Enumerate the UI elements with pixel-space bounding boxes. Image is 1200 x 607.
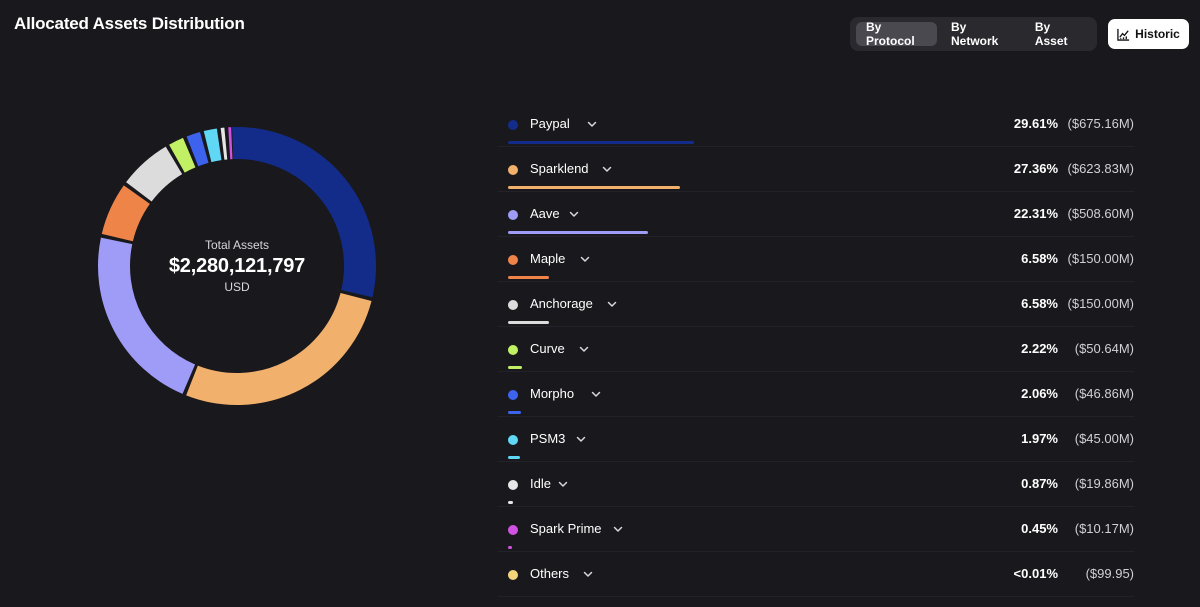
donut-slice-morpho[interactable] <box>186 132 209 167</box>
legend-dot-icon <box>508 435 518 445</box>
legend-item-name: PSM3 <box>530 431 566 446</box>
historic-label: Historic <box>1135 27 1180 41</box>
legend-share-bar <box>508 231 648 234</box>
legend-share-bar <box>508 366 522 369</box>
legend-item-name: Others <box>530 566 570 581</box>
legend-share-bar <box>508 501 513 504</box>
legend-share-bar <box>508 546 512 549</box>
legend-item[interactable]: Others <0.01% ($99.95) <box>498 552 1134 597</box>
legend-item-name: Sparklend <box>530 161 589 176</box>
legend-item-percent: 22.31% <box>1013 206 1058 221</box>
legend-item-name: Paypal <box>530 116 570 131</box>
legend-item-amount: ($50.64M) <box>1074 341 1134 356</box>
donut-center: Total Assets $2,280,121,797 USD <box>93 122 381 410</box>
chevron-down-icon[interactable] <box>606 298 618 310</box>
total-assets-unit: USD <box>224 280 250 294</box>
legend-item[interactable]: Maple 6.58% ($150.00M) <box>498 237 1134 282</box>
tab-by-protocol[interactable]: By Protocol <box>856 20 938 48</box>
legend-dot-icon <box>508 165 518 175</box>
legend-dot-icon <box>508 390 518 400</box>
legend-item-percent: 0.87% <box>1021 476 1058 491</box>
legend-item-percent: 6.58% <box>1021 296 1058 311</box>
donut-slice-paypal[interactable] <box>232 127 376 298</box>
tab-by-network[interactable]: By Network <box>951 20 999 48</box>
legend-share-bar <box>508 456 520 459</box>
chevron-down-icon[interactable] <box>579 253 591 265</box>
donut-chart <box>93 122 381 410</box>
chevron-down-icon[interactable] <box>586 118 598 130</box>
legend-dot-icon <box>508 120 518 130</box>
legend-dot-icon <box>508 300 518 310</box>
view-toggle-group: By Protocol By Network By Asset <box>850 17 1097 51</box>
chevron-down-icon[interactable] <box>568 208 580 220</box>
legend-dot-icon <box>508 525 518 535</box>
chevron-down-icon[interactable] <box>557 478 569 490</box>
legend-item[interactable]: Morpho 2.06% ($46.86M) <box>498 372 1134 417</box>
historic-button[interactable]: Historic <box>1108 19 1189 49</box>
donut-slice-aave[interactable] <box>98 237 196 394</box>
legend-dot-icon <box>508 210 518 220</box>
total-assets-value: $2,280,121,797 <box>168 255 306 277</box>
legend-item[interactable]: Spark Prime 0.45% ($10.17M) <box>498 507 1134 552</box>
page-title: Allocated Assets Distribution <box>14 14 245 33</box>
legend-share-bar <box>508 141 694 144</box>
legend-dot-icon <box>508 480 518 490</box>
legend-item[interactable]: Anchorage 6.58% ($150.00M) <box>498 282 1134 327</box>
legend-item-name: Maple <box>530 251 566 266</box>
chevron-down-icon[interactable] <box>590 388 602 400</box>
legend-item-amount: ($150.00M) <box>1067 296 1134 311</box>
legend-item-percent: 2.22% <box>1021 341 1058 356</box>
legend-item-name: Spark Prime <box>530 521 602 536</box>
total-assets-label: Total Assets <box>204 238 270 252</box>
legend-share-bar <box>508 276 549 279</box>
chevron-down-icon[interactable] <box>601 163 613 175</box>
donut-slice-curve[interactable] <box>169 137 196 173</box>
legend-item-amount: ($150.00M) <box>1067 251 1134 266</box>
legend-item-amount: ($19.86M) <box>1074 476 1134 491</box>
donut-slice-psm3[interactable] <box>203 128 222 163</box>
legend-item[interactable]: Idle 0.87% ($19.86M) <box>498 462 1134 507</box>
legend-item-name: Morpho <box>530 386 575 401</box>
legend-share-bar <box>508 321 549 324</box>
legend-item-amount: ($623.83M) <box>1067 161 1134 176</box>
legend-item[interactable]: Paypal 29.61% ($675.16M) <box>498 102 1134 147</box>
legend-item-name: Aave <box>530 206 560 221</box>
legend-dot-icon <box>508 255 518 265</box>
legend-item[interactable]: Curve 2.22% ($50.64M) <box>498 327 1134 372</box>
tab-by-asset[interactable]: By Asset <box>1034 20 1068 48</box>
legend-item-name: Curve <box>530 341 565 356</box>
legend-item-name: Idle <box>530 476 551 491</box>
legend-share-bar <box>508 411 521 414</box>
legend-item-percent: 2.06% <box>1021 386 1058 401</box>
donut-slice-anchorage[interactable] <box>126 146 183 202</box>
chevron-down-icon[interactable] <box>612 523 624 535</box>
legend-share-bar <box>508 186 680 189</box>
legend-dot-icon <box>508 345 518 355</box>
donut-slice-maple[interactable] <box>101 185 151 242</box>
legend-item[interactable]: Aave 22.31% ($508.60M) <box>498 192 1134 237</box>
donut-slice-sparklend[interactable] <box>186 292 372 405</box>
chevron-down-icon[interactable] <box>582 568 594 580</box>
legend-list: Paypal 29.61% ($675.16M) Sparklend 27.36% ($6… <box>498 102 1134 597</box>
legend-item-name: Anchorage <box>530 296 593 311</box>
legend-item-amount: ($508.60M) <box>1067 206 1134 221</box>
legend-item-percent: 0.45% <box>1021 521 1058 536</box>
legend-item-percent: 6.58% <box>1021 251 1058 266</box>
legend-item-amount: ($99.95) <box>1085 566 1134 581</box>
legend-item-percent: 1.97% <box>1021 431 1058 446</box>
legend-item-amount: ($46.86M) <box>1074 386 1134 401</box>
chevron-down-icon[interactable] <box>578 343 590 355</box>
legend-item[interactable]: PSM3 1.97% ($45.00M) <box>498 417 1134 462</box>
legend-item-amount: ($45.00M) <box>1074 431 1134 446</box>
line-chart-icon <box>1117 28 1130 41</box>
legend-item-percent: 27.36% <box>1013 161 1058 176</box>
chevron-down-icon[interactable] <box>575 433 587 445</box>
legend-item-percent: <0.01% <box>1013 566 1058 581</box>
legend-item-amount: ($675.16M) <box>1067 116 1134 131</box>
legend-item[interactable]: Sparklend 27.36% ($623.83M) <box>498 147 1134 192</box>
legend-item-percent: 29.61% <box>1013 116 1058 131</box>
legend-item-amount: ($10.17M) <box>1074 521 1134 536</box>
legend-dot-icon <box>508 570 518 580</box>
